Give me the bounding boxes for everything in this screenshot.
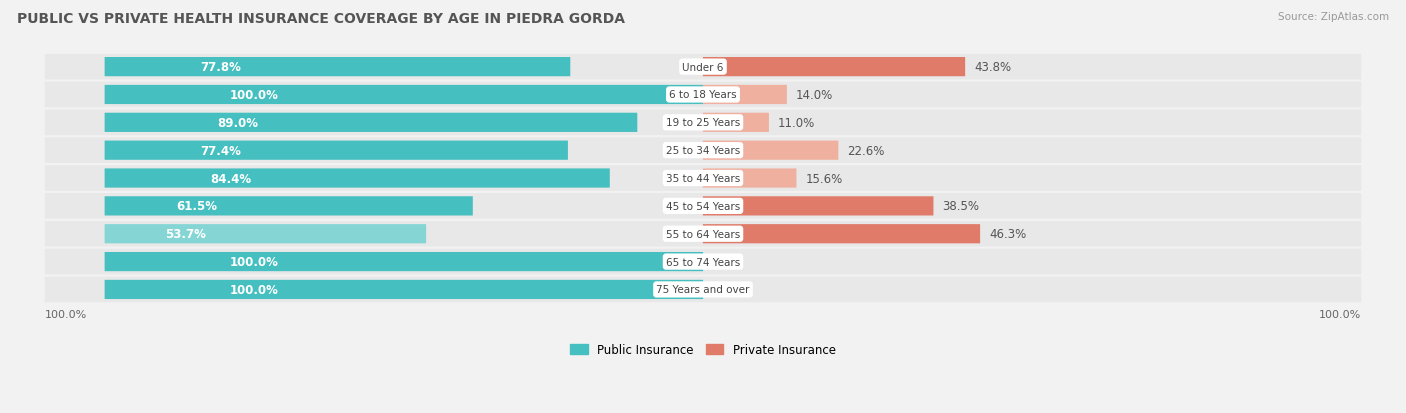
Text: 19 to 25 Years: 19 to 25 Years [666,118,740,128]
FancyBboxPatch shape [104,280,703,299]
Text: 84.4%: 84.4% [211,172,252,185]
FancyBboxPatch shape [703,197,934,216]
FancyBboxPatch shape [104,197,472,216]
FancyBboxPatch shape [45,221,1361,247]
FancyBboxPatch shape [703,85,787,105]
FancyBboxPatch shape [104,225,426,244]
Text: 53.7%: 53.7% [165,228,205,241]
FancyBboxPatch shape [45,249,1361,275]
FancyBboxPatch shape [104,58,571,77]
Text: 100.0%: 100.0% [1319,310,1361,320]
Text: 100.0%: 100.0% [229,89,278,102]
Text: 38.5%: 38.5% [942,200,980,213]
Text: 11.0%: 11.0% [778,116,815,130]
FancyBboxPatch shape [45,166,1361,191]
Text: 100.0%: 100.0% [229,283,278,296]
Text: 15.6%: 15.6% [806,172,842,185]
Text: 100.0%: 100.0% [229,256,278,268]
Legend: Public Insurance, Private Insurance: Public Insurance, Private Insurance [565,338,841,361]
Text: 100.0%: 100.0% [45,310,87,320]
FancyBboxPatch shape [703,225,980,244]
Text: 0.0%: 0.0% [711,256,741,268]
FancyBboxPatch shape [45,194,1361,219]
Text: 14.0%: 14.0% [796,89,832,102]
Text: 43.8%: 43.8% [974,61,1011,74]
FancyBboxPatch shape [45,55,1361,80]
Text: 35 to 44 Years: 35 to 44 Years [666,173,740,184]
Text: 77.4%: 77.4% [200,144,240,157]
FancyBboxPatch shape [104,252,703,271]
Text: 46.3%: 46.3% [988,228,1026,241]
Text: 77.8%: 77.8% [201,61,242,74]
FancyBboxPatch shape [104,85,703,105]
FancyBboxPatch shape [45,110,1361,136]
Text: 0.0%: 0.0% [711,283,741,296]
FancyBboxPatch shape [703,58,965,77]
Text: 61.5%: 61.5% [176,200,217,213]
Text: 75 Years and over: 75 Years and over [657,285,749,295]
FancyBboxPatch shape [104,169,610,188]
FancyBboxPatch shape [104,114,637,133]
FancyBboxPatch shape [45,138,1361,164]
Text: Under 6: Under 6 [682,62,724,72]
Text: 89.0%: 89.0% [218,116,259,130]
FancyBboxPatch shape [703,141,838,160]
Text: 65 to 74 Years: 65 to 74 Years [666,257,740,267]
Text: Source: ZipAtlas.com: Source: ZipAtlas.com [1278,12,1389,22]
FancyBboxPatch shape [703,114,769,133]
FancyBboxPatch shape [104,141,568,160]
Text: 55 to 64 Years: 55 to 64 Years [666,229,740,239]
FancyBboxPatch shape [45,83,1361,108]
FancyBboxPatch shape [703,169,796,188]
Text: 45 to 54 Years: 45 to 54 Years [666,202,740,211]
FancyBboxPatch shape [45,277,1361,302]
Text: 25 to 34 Years: 25 to 34 Years [666,146,740,156]
Text: 6 to 18 Years: 6 to 18 Years [669,90,737,100]
Text: 22.6%: 22.6% [848,144,884,157]
Text: PUBLIC VS PRIVATE HEALTH INSURANCE COVERAGE BY AGE IN PIEDRA GORDA: PUBLIC VS PRIVATE HEALTH INSURANCE COVER… [17,12,624,26]
